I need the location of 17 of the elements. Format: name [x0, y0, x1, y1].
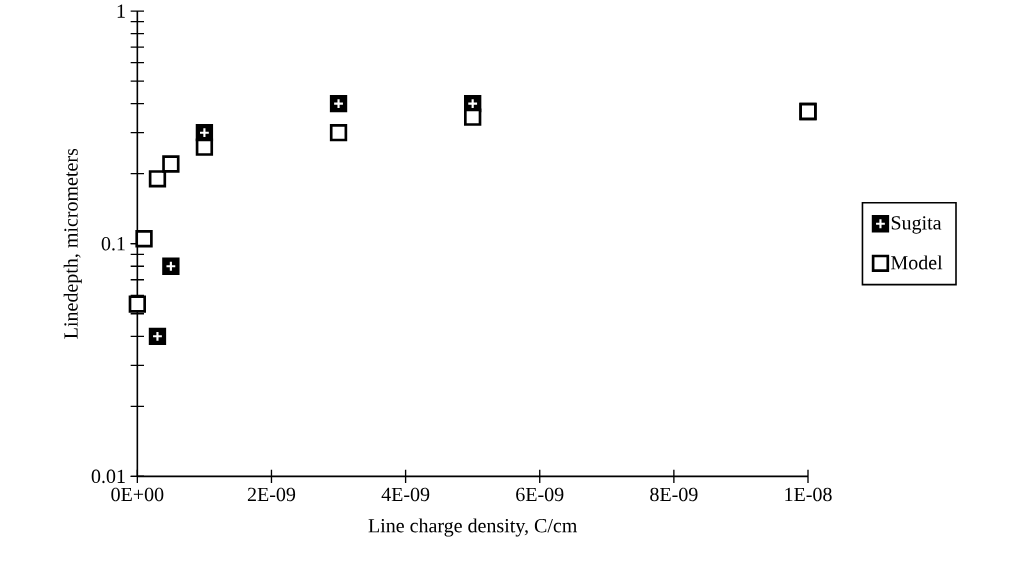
x-tick-label: 6E-09 [516, 487, 564, 502]
legend-label: Sugita [891, 216, 942, 234]
y-tick-label: 0.1 [101, 236, 125, 251]
x-tick-label: 2E-09 [247, 487, 296, 502]
x-tick-label: 4E-09 [381, 487, 430, 502]
y-tick-label: 1 [117, 4, 125, 18]
legend-label: Model [891, 255, 943, 270]
x-tick-label: 1E-08 [785, 487, 832, 502]
x-tick-label: 8E-09 [650, 487, 698, 502]
x-tick-label: 0E+00 [111, 487, 164, 502]
point [195, 138, 214, 156]
point [148, 170, 167, 188]
y-tick-label: 0.01 [91, 469, 125, 484]
point [128, 295, 147, 313]
x-axis-title: Line charge density, C/cm [368, 518, 578, 537]
point [329, 124, 348, 142]
y-axis-title: Linedepth, micrometers [63, 148, 82, 339]
